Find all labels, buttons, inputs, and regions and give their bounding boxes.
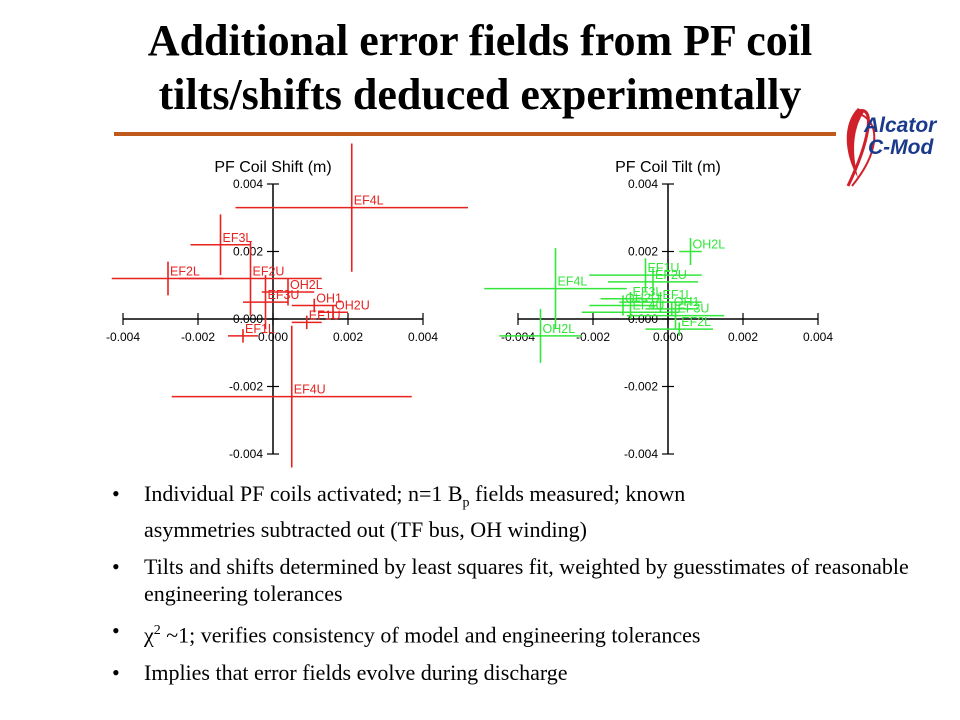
bullet-dot: • <box>112 554 120 580</box>
point-label: OH2U <box>625 292 660 306</box>
title-line-1: Additional error fields from PF coil <box>147 16 813 65</box>
tilt-chart: PF Coil Tilt (m) -0.004 -0.002 0.000 0.002 0.… <box>484 152 845 472</box>
slide-title: Additional error fields from PF coil til… <box>60 14 900 122</box>
data-point-oh2l: OH2L <box>261 278 323 306</box>
data-point-ef1l: EF1L <box>619 288 702 313</box>
point-label: EF2U <box>253 265 285 279</box>
data-point-oh1: OH1 <box>291 292 342 313</box>
data-point-ef3u: EF3U <box>626 302 725 330</box>
y-tick-label: -0.002 <box>624 380 658 394</box>
data-point-ef1l: EF1L <box>228 322 275 343</box>
x-tick-label: 0.000 <box>258 330 288 344</box>
y-tick-label: 0.004 <box>233 177 263 191</box>
point-label: EF3L <box>633 285 663 299</box>
title-line-2: tilts/shifts deduced experimentally <box>158 70 802 119</box>
point-label: OH2L <box>543 322 576 336</box>
x-tick-label: 0.002 <box>333 330 363 344</box>
y-tick-label: -0.004 <box>624 447 658 461</box>
point-label: OH2U <box>335 298 370 312</box>
bullet-item-2: • Tilts and shifts determined by least s… <box>112 553 932 607</box>
y-tick-label: 0.000 <box>233 312 263 326</box>
y-tick-label: 0.000 <box>628 312 658 326</box>
alcator-cmod-logo: Alcator C-Mod <box>846 108 938 187</box>
logo-line1: Alcator <box>863 114 938 137</box>
point-label: EF2L <box>681 315 711 329</box>
data-point-ef4l: EF4L <box>235 143 468 272</box>
point-label: EF1U <box>309 308 341 322</box>
bullet-item-3: • χ2 ~1; verifies consistency of model a… <box>112 617 932 648</box>
y-tick-label: -0.002 <box>229 380 263 394</box>
point-label: EF1L <box>663 288 693 302</box>
data-point-oh2l: OH2L <box>679 238 726 265</box>
data-point-ef2l: EF2L <box>645 315 713 336</box>
shift-chart: PF Coil Shift (m) -0.004 -0.002 0.000 0.002 0… <box>100 143 468 472</box>
logo-line2: C-Mod <box>868 136 934 159</box>
chi-symbol: χ <box>144 622 154 648</box>
x-tick-label: -0.002 <box>181 330 215 344</box>
point-label: OH2L <box>693 238 726 252</box>
data-point-ef1u: EF1U <box>589 258 702 292</box>
bullet-1-text-a: Individual PF coils activated; n=1 B <box>144 481 463 506</box>
bullet-list: • Individual PF coils activated; n=1 Bp … <box>112 480 932 696</box>
y-tick-label: 0.002 <box>628 245 658 259</box>
data-point-ef3l: EF3L <box>600 285 663 306</box>
point-label: EF4U <box>633 298 665 312</box>
bullet-2-text: Tilts and shifts determined by least squ… <box>144 554 909 607</box>
bullet-1-sub: p <box>462 495 470 511</box>
x-tick-label: -0.004 <box>106 330 140 344</box>
bullet-dot: • <box>112 618 120 644</box>
bullet-item-1: • Individual PF coils activated; n=1 Bp … <box>112 480 932 543</box>
point-label: EF3U <box>678 302 710 316</box>
logo-ribbon <box>846 108 864 178</box>
bullet-1-text-c: asymmetries subtracted out (TF bus, OH w… <box>144 517 587 543</box>
shift-chart-svg: PF Coil Shift (m) -0.004 -0.002 0.000 0.002 0… <box>106 143 468 468</box>
chi-superscript: 2 <box>153 623 161 639</box>
data-point-oh1: OH1 <box>645 295 700 316</box>
data-point-ef2u: EF2U <box>179 241 322 316</box>
data-point-oh2u: OH2U <box>318 298 370 319</box>
point-label: EF1L <box>245 322 275 336</box>
data-point-ef1u: EF1U <box>291 308 341 330</box>
bullet-4-text: Implies that error fields evolve during … <box>144 659 568 685</box>
data-point-ef3u: EF3U <box>243 275 300 330</box>
point-label: EF4L <box>558 275 588 289</box>
point-label: EF2L <box>170 265 200 279</box>
x-tick-label: -0.002 <box>576 330 610 344</box>
bullet-dot: • <box>112 659 120 685</box>
x-tick-label: 0.004 <box>803 330 833 344</box>
data-point-ef3l: EF3L <box>190 214 253 276</box>
data-point-oh2l: OH2L <box>499 308 582 363</box>
y-tick-label: -0.004 <box>229 447 263 461</box>
point-label: EF4L <box>354 194 384 208</box>
point-label: EF4U <box>294 383 326 397</box>
point-label: EF3U <box>268 288 300 302</box>
x-tick-label: 0.000 <box>653 330 683 344</box>
title-underline <box>114 132 836 136</box>
bullet-dot: • <box>112 481 120 506</box>
y-tick-label: 0.004 <box>628 177 658 191</box>
data-point-ef2u: EF2U <box>608 268 698 296</box>
data-point-ef4l: EF4L <box>484 248 627 330</box>
tilt-chart-svg: PF Coil Tilt (m) -0.004 -0.002 0.000 0.002 0.… <box>484 159 833 461</box>
x-tick-label: 0.002 <box>728 330 758 344</box>
point-label: EF1U <box>648 261 680 275</box>
point-label: OH2L <box>290 278 323 292</box>
data-point-ef4u: EF4U <box>171 325 412 468</box>
x-tick-label: -0.004 <box>501 330 535 344</box>
point-label: OH1 <box>316 292 342 306</box>
point-label: EF3L <box>223 231 253 245</box>
point-label: OH1 <box>674 295 700 309</box>
bullet-3-text: ~1; verifies consistency of model and en… <box>160 622 701 648</box>
chart-title: PF Coil Shift (m) <box>214 159 331 176</box>
bullet-item-4: • Implies that error fields evolve durin… <box>112 659 932 686</box>
point-label: EF2U <box>655 268 687 282</box>
chart-title: PF Coil Tilt (m) <box>615 159 721 176</box>
x-tick-label: 0.004 <box>408 330 438 344</box>
bullet-1-text-b: fields measured; known <box>469 481 686 506</box>
y-tick-label: 0.002 <box>233 245 263 259</box>
